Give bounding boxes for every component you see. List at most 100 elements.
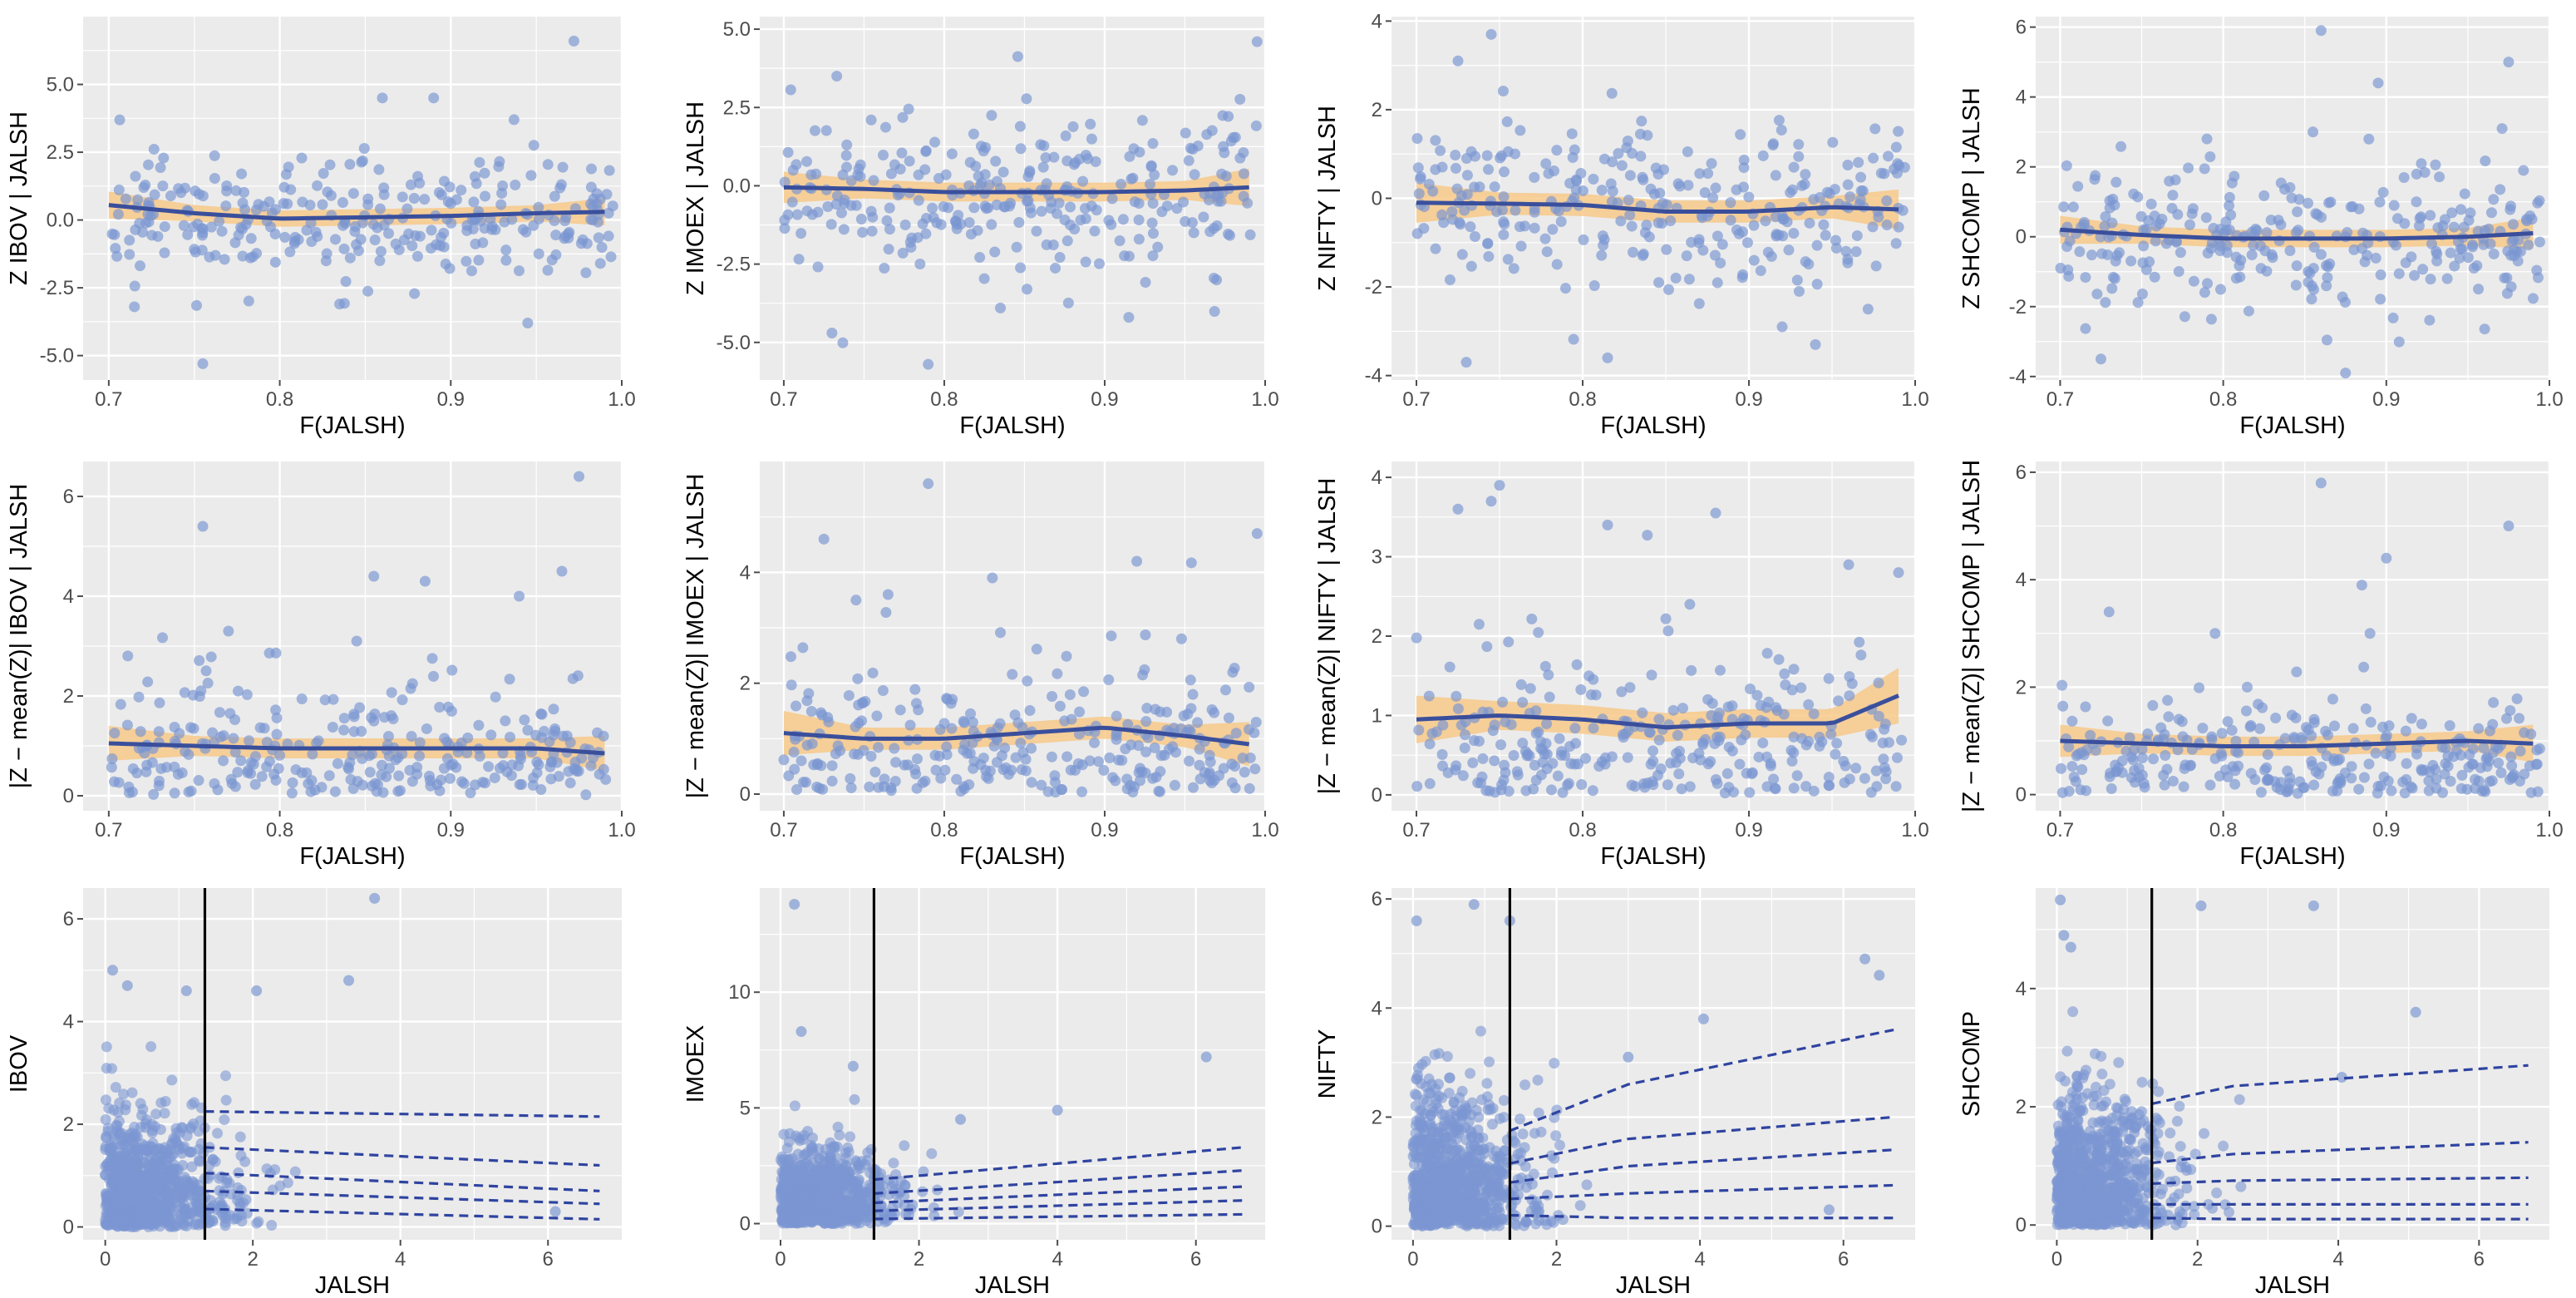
scatter-point xyxy=(1735,129,1746,141)
scatter-point xyxy=(1244,681,1255,693)
scatter-point xyxy=(2308,779,2320,791)
scatter-point xyxy=(2284,772,2296,783)
scatter-point xyxy=(2080,701,2091,713)
scatter-point xyxy=(2411,168,2422,180)
scatter-point xyxy=(284,246,296,258)
smooth-line xyxy=(108,203,605,221)
scatter-point xyxy=(1014,121,1026,132)
scatter-point xyxy=(826,775,838,787)
scatter-point xyxy=(2055,763,2066,774)
scatter-point xyxy=(1541,718,1553,729)
scatter-point xyxy=(2138,224,2150,235)
scatter-point xyxy=(1647,745,1658,757)
scatter-point xyxy=(1106,219,1117,230)
scatter-point xyxy=(866,225,878,237)
scatter-point xyxy=(514,265,525,277)
scatter-point xyxy=(230,185,242,196)
scatter-point xyxy=(867,667,879,679)
scatter-point xyxy=(2472,225,2484,237)
scatter-point xyxy=(1182,708,1194,720)
scatter-point xyxy=(1814,731,1825,743)
scatter-point xyxy=(1465,260,1477,272)
scatter-point xyxy=(934,723,946,735)
scatter-point xyxy=(601,189,613,200)
scatter-point xyxy=(2202,247,2214,259)
scatter-point xyxy=(2224,191,2235,203)
scatter-point xyxy=(1588,173,1599,185)
scatter-point xyxy=(189,1192,200,1204)
scatter-point xyxy=(955,1113,967,1125)
scatter-point xyxy=(1078,686,1090,698)
scatter-point xyxy=(1103,674,1115,686)
scatter-point xyxy=(1870,765,1882,777)
scatter-point xyxy=(2132,191,2144,203)
scatter-point xyxy=(1180,127,1191,139)
scatter-point xyxy=(1662,284,1674,295)
scatter-point xyxy=(1850,763,1862,774)
scatter-point xyxy=(1824,780,1835,792)
scatter-point xyxy=(888,1157,899,1169)
scatter-point xyxy=(160,1096,171,1108)
scatter-point xyxy=(810,168,822,180)
scatter-point xyxy=(166,1074,178,1086)
scatter-point xyxy=(2534,236,2545,248)
y-tick-label: 0 xyxy=(1372,188,1382,210)
scatter-point xyxy=(2507,771,2519,782)
panel-p11: 0.7 0.8 0.9 1.0-5.0-2.50.02.55.0F(JALSH)Z I… xyxy=(6,17,636,439)
y-tick-label: 2 xyxy=(2016,676,2027,698)
scatter-point xyxy=(807,1169,819,1181)
scatter-point xyxy=(1855,171,1867,183)
scatter-point xyxy=(1413,724,1425,736)
scatter-point xyxy=(1022,675,1033,687)
scatter-point xyxy=(1423,690,1435,702)
scatter-point xyxy=(2160,238,2172,249)
y-axis-title: IMOEX xyxy=(682,1025,709,1103)
x-tick-label: 0.8 xyxy=(1569,819,1596,841)
scatter-point xyxy=(1052,1104,1063,1116)
panel-p12: 0.7 0.8 0.9 1.0-5.0-2.50.02.55.0F(JALSH)Z I… xyxy=(682,17,1279,439)
scatter-point xyxy=(1533,627,1544,639)
scatter-point xyxy=(1811,239,1823,251)
scatter-point xyxy=(1684,781,1696,792)
scatter-point xyxy=(130,170,141,182)
scatter-point xyxy=(347,188,359,200)
scatter-point xyxy=(1052,668,1063,679)
scatter-point xyxy=(568,35,579,47)
scatter-point xyxy=(1693,748,1705,759)
scatter-point xyxy=(212,1128,224,1139)
scatter-point xyxy=(571,765,583,777)
scatter-point xyxy=(1765,760,1776,772)
scatter-point xyxy=(142,159,154,170)
scatter-point xyxy=(1702,693,1714,705)
scatter-point xyxy=(2142,728,2154,740)
scatter-point xyxy=(103,1173,115,1185)
scatter-point xyxy=(1653,734,1665,746)
scatter-point xyxy=(2102,715,2114,727)
scatter-point xyxy=(1412,162,1424,174)
scatter-point xyxy=(375,245,387,257)
scatter-point xyxy=(1530,705,1542,717)
scatter-point xyxy=(1237,753,1249,764)
scatter-point xyxy=(2298,782,2309,793)
scatter-point xyxy=(261,761,273,772)
scatter-point xyxy=(194,691,205,703)
scatter-point xyxy=(338,713,350,724)
scatter-point xyxy=(317,199,328,210)
scatter-point xyxy=(1154,786,1165,797)
scatter-point xyxy=(2188,275,2199,287)
scatter-point xyxy=(113,777,125,788)
scatter-point xyxy=(2194,682,2205,693)
scatter-point xyxy=(1721,767,1733,779)
scatter-point xyxy=(1223,712,1234,723)
scatter-point xyxy=(470,779,481,791)
scatter-point xyxy=(1564,177,1576,189)
scatter-point xyxy=(338,243,350,254)
scatter-point xyxy=(480,190,491,202)
scatter-point xyxy=(824,1156,835,1167)
scatter-point xyxy=(1512,769,1524,781)
scatter-point xyxy=(967,717,978,728)
scatter-point xyxy=(533,248,544,259)
scatter-point xyxy=(881,215,893,226)
scatter-point xyxy=(2147,699,2159,711)
scatter-point xyxy=(1107,772,1119,783)
